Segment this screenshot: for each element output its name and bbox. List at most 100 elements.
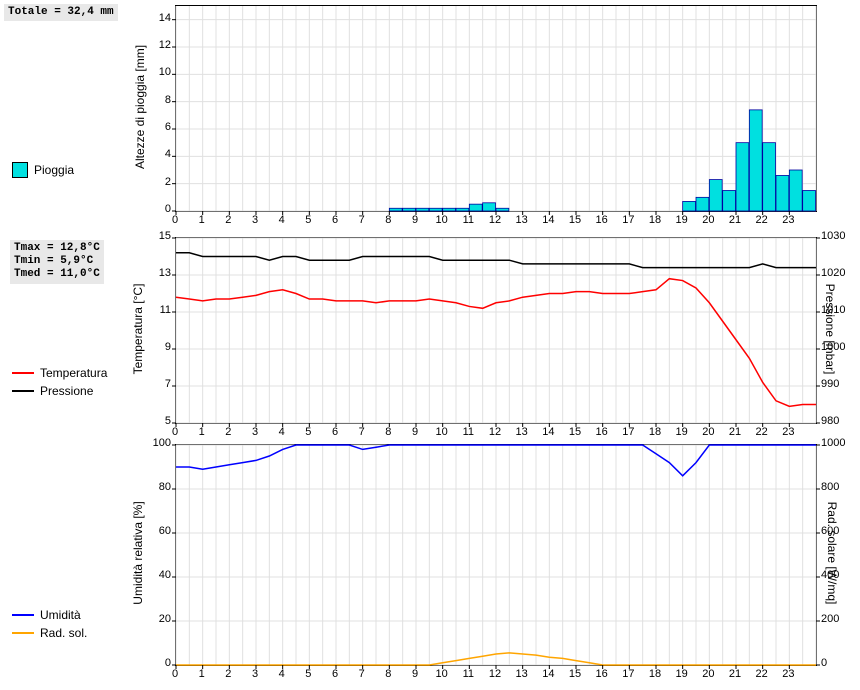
legend-pressione-label: Pressione bbox=[40, 384, 93, 398]
tick-label: 20 bbox=[696, 426, 720, 438]
weather-dashboard: Totale = 32,4 mm Tmax = 12,8°C Tmin = 5,… bbox=[0, 0, 860, 690]
tick-label: 1 bbox=[190, 214, 214, 226]
tick-label: 22 bbox=[750, 668, 774, 680]
tick-label: 2 bbox=[216, 426, 240, 438]
tick-label: 4 bbox=[270, 668, 294, 680]
legend-temperatura: Temperatura bbox=[12, 366, 107, 380]
tick-label: 6 bbox=[323, 668, 347, 680]
tick-label: 10 bbox=[430, 214, 454, 226]
humid-swatch-icon bbox=[12, 614, 34, 616]
tick-label: 1000 bbox=[821, 437, 857, 449]
tick-label: 13 bbox=[510, 214, 534, 226]
tick-label: 6 bbox=[323, 426, 347, 438]
tick-label: 23 bbox=[776, 668, 800, 680]
tick-label: 13 bbox=[141, 267, 171, 279]
tick-label: 6 bbox=[323, 214, 347, 226]
tick-label: 16 bbox=[590, 668, 614, 680]
tick-label: 9 bbox=[403, 214, 427, 226]
temp-swatch-icon bbox=[12, 372, 34, 374]
tmed-label: Tmed = 11,0°C bbox=[14, 268, 100, 281]
legend-pioggia-label: Pioggia bbox=[34, 163, 74, 177]
tick-label: 0 bbox=[821, 657, 857, 669]
tick-label: 20 bbox=[696, 668, 720, 680]
tick-label: 7 bbox=[350, 668, 374, 680]
tick-label: 0 bbox=[163, 668, 187, 680]
tick-label: 5 bbox=[296, 214, 320, 226]
tick-label: 7 bbox=[350, 214, 374, 226]
tick-label: 7 bbox=[350, 426, 374, 438]
tick-label: 17 bbox=[616, 668, 640, 680]
tick-label: 20 bbox=[696, 214, 720, 226]
tick-label: 7 bbox=[141, 378, 171, 390]
tick-label: 14 bbox=[141, 12, 171, 24]
legend-pioggia: Pioggia bbox=[12, 162, 74, 178]
tick-label: 13 bbox=[510, 668, 534, 680]
tick-label: 12 bbox=[483, 668, 507, 680]
rain-swatch-icon bbox=[12, 162, 28, 178]
tick-label: 3 bbox=[243, 214, 267, 226]
tick-label: 9 bbox=[403, 426, 427, 438]
tick-label: 0 bbox=[163, 214, 187, 226]
legend-radsol: Rad. sol. bbox=[12, 626, 87, 640]
tick-label: 1 bbox=[190, 668, 214, 680]
tick-label: 12 bbox=[483, 426, 507, 438]
tick-label: 16 bbox=[590, 214, 614, 226]
radsol-swatch-icon bbox=[12, 632, 34, 634]
legend-pressione: Pressione bbox=[12, 384, 93, 398]
tick-label: 2 bbox=[216, 668, 240, 680]
tick-label: 14 bbox=[536, 214, 560, 226]
tmax-label: Tmax = 12,8°C bbox=[14, 242, 100, 255]
tick-label: 18 bbox=[643, 668, 667, 680]
tick-label: 18 bbox=[643, 214, 667, 226]
humid-rad-chart bbox=[175, 444, 817, 666]
tick-label: 20 bbox=[141, 613, 171, 625]
tmin-label: Tmin = 5,9°C bbox=[14, 255, 100, 268]
tick-label: 5 bbox=[141, 415, 171, 427]
tick-label: 5 bbox=[296, 426, 320, 438]
tick-label: 8 bbox=[376, 214, 400, 226]
tick-label: 980 bbox=[821, 415, 857, 427]
humid-ylabel: Umidità relativa [%] bbox=[131, 483, 145, 623]
tick-label: 11 bbox=[141, 304, 171, 316]
tick-label: 4 bbox=[270, 426, 294, 438]
tick-label: 8 bbox=[376, 426, 400, 438]
tick-label: 11 bbox=[456, 426, 480, 438]
tick-label: 0 bbox=[141, 203, 171, 215]
tick-label: 10 bbox=[430, 426, 454, 438]
tick-label: 10 bbox=[430, 668, 454, 680]
press-swatch-icon bbox=[12, 390, 34, 392]
tick-label: 40 bbox=[141, 569, 171, 581]
rain-chart bbox=[175, 5, 817, 212]
tick-label: 15 bbox=[563, 668, 587, 680]
temp-ylabel: Temperatura [°C] bbox=[131, 259, 145, 399]
tick-label: 60 bbox=[141, 525, 171, 537]
tick-label: 21 bbox=[723, 426, 747, 438]
temp-press-chart bbox=[175, 237, 817, 424]
tick-label: 13 bbox=[510, 426, 534, 438]
tick-label: 19 bbox=[670, 426, 694, 438]
tick-label: 8 bbox=[376, 668, 400, 680]
tick-label: 19 bbox=[670, 668, 694, 680]
tick-label: 15 bbox=[563, 426, 587, 438]
tick-label: 11 bbox=[456, 668, 480, 680]
tick-label: 12 bbox=[483, 214, 507, 226]
tick-label: 22 bbox=[750, 426, 774, 438]
tick-label: 18 bbox=[643, 426, 667, 438]
tick-label: 22 bbox=[750, 214, 774, 226]
legend-temperatura-label: Temperatura bbox=[40, 366, 107, 380]
tick-label: 21 bbox=[723, 668, 747, 680]
tick-label: 14 bbox=[536, 668, 560, 680]
tick-label: 23 bbox=[776, 426, 800, 438]
tick-label: 11 bbox=[456, 214, 480, 226]
press-ylabel: Pressione [mbar] bbox=[823, 259, 837, 399]
tick-label: 14 bbox=[536, 426, 560, 438]
tick-label: 0 bbox=[141, 657, 171, 669]
tick-label: 2 bbox=[216, 214, 240, 226]
legend-umidita-label: Umidità bbox=[40, 608, 81, 622]
tick-label: 5 bbox=[296, 668, 320, 680]
legend-radsol-label: Rad. sol. bbox=[40, 626, 87, 640]
tick-label: 1 bbox=[190, 426, 214, 438]
tick-label: 17 bbox=[616, 214, 640, 226]
tick-label: 17 bbox=[616, 426, 640, 438]
tick-label: 16 bbox=[590, 426, 614, 438]
